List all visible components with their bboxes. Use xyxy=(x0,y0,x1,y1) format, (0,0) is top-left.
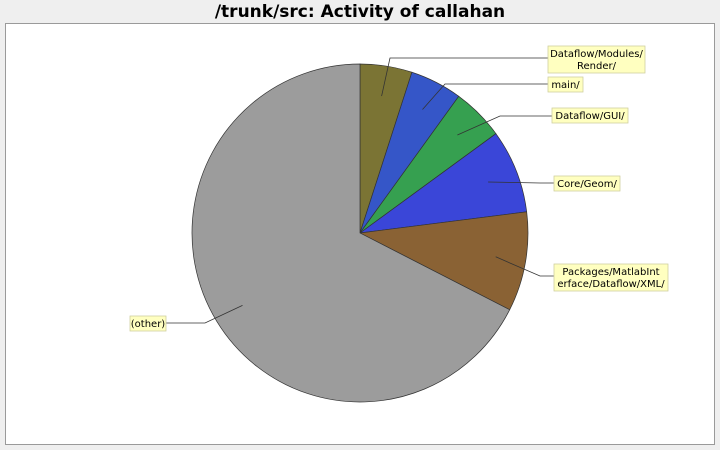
slice-label: main/ xyxy=(551,80,580,91)
slice-label: Dataflow/Modules/ xyxy=(550,49,643,60)
leader-line xyxy=(495,256,554,277)
slice-label-box xyxy=(553,263,669,292)
pie-labels: Dataflow/Modules/Render/main/Dataflow/GU… xyxy=(129,45,669,332)
slice-label-box xyxy=(551,107,629,124)
slice-label: Render/ xyxy=(577,61,617,72)
slice-label: erface/Dataflow/XML/ xyxy=(557,279,665,290)
slice-label: Core/Geom/ xyxy=(557,179,617,190)
pie-slice xyxy=(358,211,529,311)
slice-label-box xyxy=(129,315,167,332)
leader-line xyxy=(166,305,243,324)
leader-line xyxy=(422,83,548,110)
leader-line xyxy=(381,57,548,97)
pie-slice xyxy=(191,63,511,403)
leader-line xyxy=(488,181,554,184)
slice-label-box xyxy=(553,175,621,192)
slice-label-box xyxy=(547,45,646,74)
leader-line xyxy=(457,115,552,136)
slice-label-box xyxy=(547,76,584,93)
slice-label: Dataflow/GUI/ xyxy=(555,111,625,122)
slice-label: Packages/MatlabInt xyxy=(562,267,659,278)
slice-label: (other) xyxy=(131,319,166,330)
chart-title: /trunk/src: Activity of callahan xyxy=(214,2,506,22)
pie-slices xyxy=(191,63,529,403)
